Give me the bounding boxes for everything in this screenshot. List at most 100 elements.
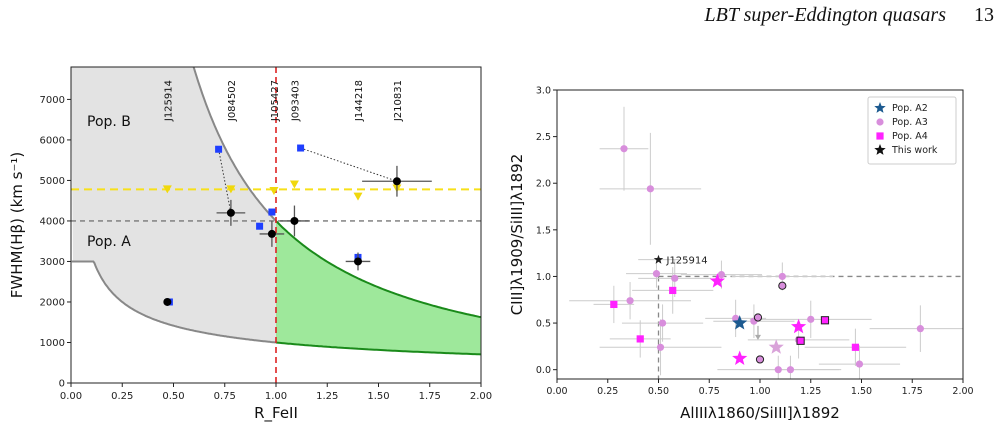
y-tick-label: 2.5	[536, 132, 551, 143]
x-tick-label: 1.75	[419, 391, 441, 402]
connector-line	[218, 149, 232, 213]
y-tick-label: 3.0	[536, 86, 551, 97]
yellow-triangle-marker	[269, 186, 279, 195]
object-label: J210831	[393, 80, 404, 122]
pop-a4-square-marker	[851, 343, 860, 351]
upper-boundary-curve-gray	[192, 67, 277, 222]
legend-this-work-icon	[874, 144, 886, 155]
x-tick-label: 0.50	[162, 391, 184, 402]
upper-boundary-curve-green	[275, 220, 481, 319]
pop-a3-marker	[778, 272, 786, 281]
x-tick-label: 1.75	[902, 386, 923, 397]
object-label: J084502	[227, 80, 238, 122]
object-label: J105427	[270, 80, 281, 122]
pop-a3-marker	[786, 366, 795, 374]
pop-a4-square-marker	[636, 335, 644, 343]
this-work-star-marker	[653, 254, 664, 264]
pop-a-label: Pop. A	[87, 234, 131, 250]
blue-square-marker	[256, 222, 264, 230]
pale-star-marker	[768, 339, 784, 354]
pop-a3-outlined-marker	[755, 355, 765, 364]
y-tick-label: 3000	[40, 257, 65, 268]
black-point-marker	[392, 177, 401, 186]
y-axis-label: CIII]λ1909/SiIII]λ1892	[508, 154, 526, 316]
x-tick-label: 0.25	[111, 391, 133, 402]
x-tick-label: 0.75	[214, 391, 236, 402]
legend-pop-a2-icon	[874, 102, 886, 113]
pop-a3-outlined-marker	[753, 313, 763, 322]
object-label: J093403	[290, 80, 301, 122]
pop-a3-marker	[658, 319, 667, 327]
running-head: LBT super-Eddington quasars 13	[0, 0, 1002, 40]
line-ratio-chart: J125914 Pop. A2 Pop. A3 Pop. A4 This work 0.0…	[508, 86, 974, 423]
y-tick-label: 0.0	[536, 365, 551, 376]
x-tick-label: 1.25	[316, 391, 338, 402]
pop-a3-marker	[717, 270, 726, 279]
x-tick-label: 1.25	[800, 386, 821, 397]
black-point-marker	[163, 297, 172, 306]
legend-entry-label: Pop. A3	[892, 117, 928, 128]
y-tick-label: 4000	[40, 216, 65, 227]
pop-a3-marker	[855, 360, 864, 368]
black-point-marker	[290, 216, 299, 225]
y-tick-label: 0	[59, 379, 65, 390]
running-title: LBT super-Eddington quasars	[704, 4, 946, 26]
pop-a4-outlined-marker	[820, 316, 830, 325]
x-tick-label: 0.00	[546, 386, 567, 397]
legend-entry-label: Pop. A4	[892, 131, 928, 142]
yellow-triangle-marker	[226, 185, 236, 194]
legend-box	[867, 96, 957, 165]
legend-entry-label: This work	[891, 145, 938, 156]
pop-a3-outlined-marker	[778, 281, 787, 290]
pop-a4-square-marker	[669, 286, 677, 295]
x-tick-label: 1.00	[265, 391, 287, 402]
blue-square-marker	[215, 145, 223, 153]
object-label: J125914	[163, 80, 174, 122]
x-tick-label: 0.25	[597, 386, 618, 397]
pop-a4-star-marker	[709, 273, 725, 288]
pop-a4-star-marker	[732, 350, 748, 365]
pop-a3-marker	[916, 325, 924, 333]
pop-a3-marker	[671, 274, 679, 282]
yellow-triangle-marker	[289, 180, 299, 189]
legend-pop-a4-icon	[876, 132, 884, 140]
x-tick-label: 1.50	[851, 386, 872, 397]
plot-area	[569, 106, 963, 379]
pop-a3-marker	[732, 314, 740, 323]
x-tick-label: 0.75	[699, 386, 720, 397]
y-tick-label: 6000	[40, 135, 65, 146]
black-point-marker	[226, 208, 235, 217]
yellow-triangle-marker	[353, 192, 363, 201]
lower-boundary-curve-gray	[71, 260, 276, 344]
arrow-head	[754, 334, 761, 340]
pop-a2-star-marker	[732, 315, 748, 330]
legend-pop-a3-icon	[876, 118, 884, 126]
j125914-annotation: J125914	[666, 256, 708, 267]
y-axis-label: FWHM(Hβ) (km s⁻¹)	[8, 152, 26, 299]
pop-a4-star-marker	[791, 318, 807, 334]
y-tick-label: 7000	[40, 95, 65, 106]
y-tick-label: 2.0	[536, 179, 551, 190]
fwhm-vs-rfeii-chart: Pop. B Pop. A J125914 J084502 J105427 J093403…	[8, 66, 492, 423]
object-label: J144218	[354, 80, 365, 122]
blue-square-marker	[297, 144, 305, 152]
y-tick-label: 0.5	[536, 319, 551, 330]
yellow-triangle-marker	[162, 185, 172, 194]
blue-square-marker	[268, 208, 276, 216]
y-tick-label: 5000	[40, 176, 65, 187]
x-tick-label: 1.50	[367, 391, 389, 402]
legend-entry-label: Pop. A2	[892, 103, 928, 114]
lower-boundary-curve-green	[275, 341, 481, 356]
pop-a3-marker	[774, 366, 782, 374]
x-tick-label: 0.50	[648, 386, 669, 397]
y-tick-label: 1000	[40, 338, 65, 349]
pop-a3-marker	[620, 145, 628, 153]
pop-a4-square-marker	[610, 300, 618, 309]
y-tick-label: 2000	[40, 297, 65, 308]
black-point-marker	[267, 229, 276, 238]
pop-b-label: Pop. B	[87, 114, 131, 130]
x-axis-label: AlIIIλ1860/SiIII]λ1892	[680, 404, 840, 422]
pop-a3-marker	[656, 343, 665, 351]
pop-a3-marker	[652, 270, 661, 278]
